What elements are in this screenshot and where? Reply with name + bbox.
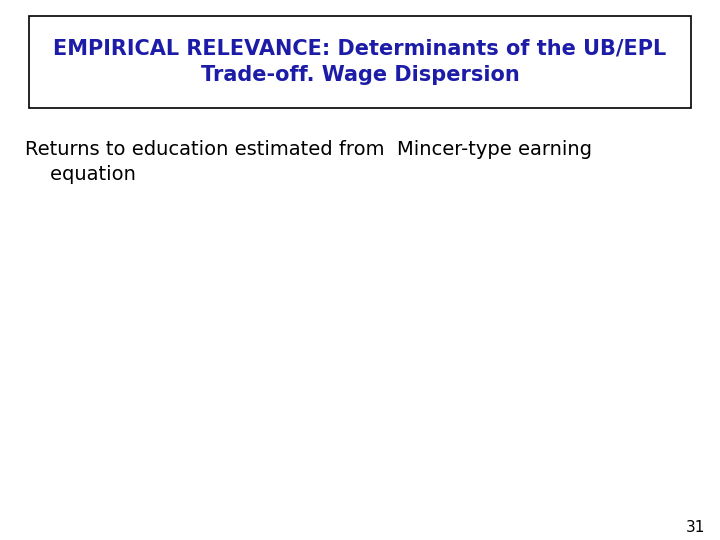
Text: 31: 31 xyxy=(686,519,706,535)
Text: Returns to education estimated from  Mincer-type earning
    equation: Returns to education estimated from Minc… xyxy=(25,140,593,184)
Text: EMPIRICAL RELEVANCE: Determinants of the UB/EPL
Trade-off. Wage Dispersion: EMPIRICAL RELEVANCE: Determinants of the… xyxy=(53,39,667,85)
FancyBboxPatch shape xyxy=(29,16,691,108)
